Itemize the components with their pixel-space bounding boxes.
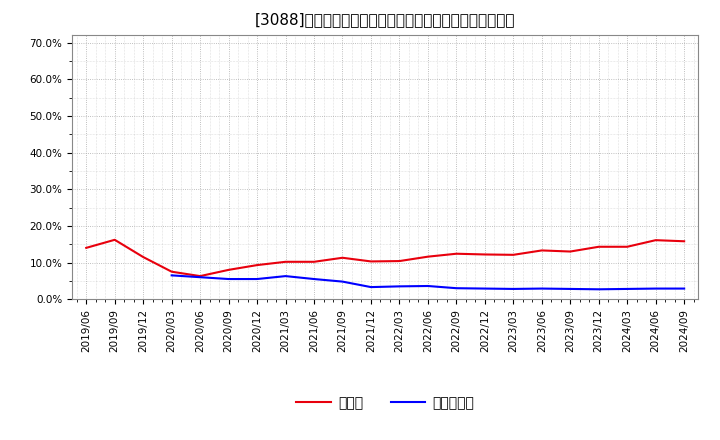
Title: [3088]　現頃金、有利子負債の総資産に対する比率の推移: [3088] 現頃金、有利子負債の総資産に対する比率の推移 xyxy=(255,12,516,27)
有利子負債 xyxy=(338,279,347,284)
有利子負債 xyxy=(452,286,461,291)
有利子負債 xyxy=(680,286,688,291)
有利子負債 xyxy=(196,275,204,280)
現頃金 xyxy=(652,238,660,243)
現頃金 xyxy=(167,269,176,275)
現頃金 xyxy=(452,251,461,257)
有利子負債 xyxy=(537,286,546,291)
Line: 現頃金: 現頃金 xyxy=(86,240,684,276)
有利子負債 xyxy=(652,286,660,291)
現頃金 xyxy=(338,255,347,260)
現頃金 xyxy=(253,262,261,268)
現頃金 xyxy=(225,267,233,272)
Legend: 現頃金, 有利子負債: 現頃金, 有利子負債 xyxy=(291,391,480,416)
有利子負債 xyxy=(566,286,575,292)
有利子負債 xyxy=(480,286,489,291)
有利子負債 xyxy=(595,287,603,292)
現頃金 xyxy=(595,244,603,249)
現頃金 xyxy=(423,254,432,259)
有利子負債 xyxy=(167,273,176,278)
現頃金 xyxy=(623,244,631,249)
有利子負債 xyxy=(623,286,631,292)
現頃金 xyxy=(139,254,148,260)
現頃金 xyxy=(537,248,546,253)
有利子負債 xyxy=(310,276,318,282)
有利子負債 xyxy=(509,286,518,292)
有利子負債 xyxy=(253,276,261,282)
現頃金 xyxy=(509,252,518,257)
有利子負債 xyxy=(225,276,233,282)
現頃金 xyxy=(566,249,575,254)
現頃金 xyxy=(82,245,91,250)
Line: 有利子負債: 有利子負債 xyxy=(171,275,684,290)
現頃金 xyxy=(680,238,688,244)
現頃金 xyxy=(196,274,204,279)
有利子負債 xyxy=(395,284,404,289)
有利子負債 xyxy=(366,285,375,290)
現頃金 xyxy=(366,259,375,264)
現頃金 xyxy=(282,259,290,264)
有利子負債 xyxy=(423,283,432,289)
現頃金 xyxy=(310,259,318,264)
有利子負債 xyxy=(282,274,290,279)
現頃金 xyxy=(395,258,404,264)
現頃金 xyxy=(110,237,119,242)
現頃金 xyxy=(480,252,489,257)
